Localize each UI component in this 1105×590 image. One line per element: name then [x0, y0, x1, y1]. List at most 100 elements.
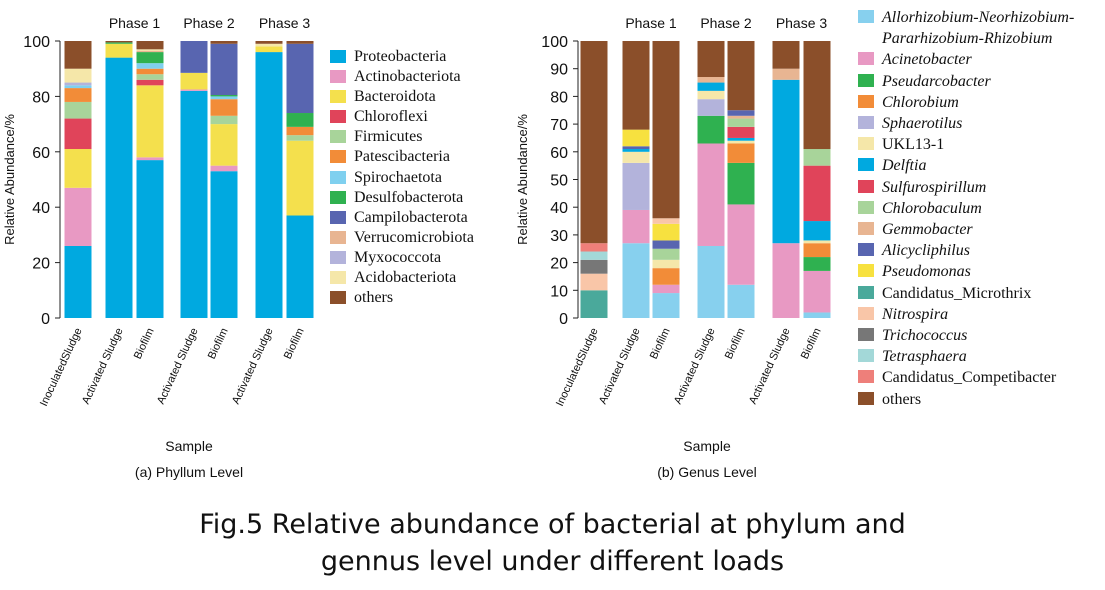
- bar-segment: [727, 143, 755, 163]
- bar-segment: [580, 259, 608, 274]
- bar-segment: [136, 49, 164, 51]
- legend-label: Myxococcota: [354, 248, 442, 266]
- bar-segment: [622, 162, 650, 210]
- y-tick-label: 60: [550, 145, 568, 162]
- legend-label: Chlorobaculum: [882, 199, 982, 217]
- legend-label: others: [354, 289, 394, 307]
- legend-item: Acinetobacter: [858, 49, 1100, 70]
- bar-segment: [727, 115, 755, 119]
- y-tick-label: 100: [541, 34, 568, 51]
- legend-swatch: [858, 328, 874, 342]
- bar-segment: [727, 126, 755, 138]
- legend-item: others: [858, 389, 1100, 410]
- legend-swatch: [330, 170, 346, 184]
- legend-label: Tetrasphaera: [882, 348, 967, 366]
- bar-segment: [652, 259, 680, 269]
- bar-segment: [697, 245, 725, 318]
- legend-label: Candidatus_Microthrix: [882, 284, 1032, 302]
- bar-segment: [727, 204, 755, 285]
- legend-swatch: [858, 285, 874, 299]
- legend-label: Acidobacteriota: [354, 269, 457, 287]
- legend-label: UKL13-1: [882, 136, 945, 154]
- bar-segment: [286, 215, 314, 318]
- legend-swatch: [858, 137, 874, 151]
- legend-swatch: [858, 306, 874, 320]
- bar-segment: [286, 135, 314, 141]
- legend-swatch: [858, 116, 874, 130]
- x-tick-label: Biofilm: [206, 326, 231, 361]
- bar-segment: [105, 42, 133, 44]
- legend-item: Candidatus_Competibacter: [858, 367, 1100, 388]
- x-tick-label: Biofilm: [723, 326, 748, 361]
- bar-segment: [652, 293, 680, 318]
- bar-segment: [803, 41, 831, 150]
- legend-label: Desulfobacterota: [354, 188, 464, 206]
- legend-item: Desulfobacterota: [330, 188, 529, 208]
- legend-item: Firmicutes: [330, 127, 529, 147]
- chart-subtitle: (b) Genus Level: [657, 464, 757, 480]
- legend-label: Spirochaetota: [354, 168, 442, 186]
- legend-swatch: [330, 210, 346, 224]
- y-tick-label: 40: [32, 200, 50, 217]
- legend-item: Sphaerotilus: [858, 113, 1100, 134]
- y-tick-label: 0: [41, 311, 50, 328]
- legend-label: Chloroflexi: [354, 108, 428, 126]
- bar-segment: [727, 162, 755, 205]
- bar-segment: [652, 41, 680, 219]
- x-tick-label: InoculatedSludge: [554, 326, 601, 408]
- bar-segment: [64, 68, 92, 83]
- bar-segment: [803, 165, 831, 222]
- bar-segment: [772, 79, 800, 244]
- bar-segment: [64, 101, 92, 119]
- legend-label: Allorhizobium-Neorhizobium-Pararhizobium…: [882, 9, 1075, 48]
- bar-segment: [772, 41, 800, 69]
- caption-line: gennus level under different loads: [320, 546, 785, 577]
- bar-segment: [697, 77, 725, 83]
- bar-segment: [136, 50, 164, 53]
- legend-item: Verrucomicrobiota: [330, 228, 529, 248]
- legend-item: Nitrospira: [858, 304, 1100, 325]
- bar-segment: [136, 157, 164, 161]
- y-tick-label: 20: [32, 256, 50, 273]
- x-tick-label: Activated Sludge: [155, 326, 201, 406]
- x-axis-title: Sample: [683, 438, 731, 454]
- bar-segment: [803, 312, 831, 318]
- x-tick-label: Biofilm: [799, 326, 824, 361]
- y-tick-label: 100: [23, 34, 50, 51]
- bar-segment: [727, 118, 755, 127]
- legend-item: Myxococcota: [330, 248, 529, 268]
- bar-segment: [286, 43, 314, 114]
- legend-label: Verrucomicrobiota: [354, 228, 474, 246]
- legend-swatch: [858, 200, 874, 214]
- legend-label: Acinetobacter: [882, 51, 972, 69]
- legend-item: Bacteroidota: [330, 87, 529, 107]
- y-tick-label: 0: [559, 311, 568, 328]
- bar-segment: [697, 115, 725, 144]
- x-tick-label: Activated Sludge: [597, 326, 643, 406]
- legend-swatch: [858, 10, 874, 23]
- phase-label: Phase 3: [776, 15, 828, 31]
- y-axis-title: Relative Abundance/%: [2, 114, 17, 245]
- bar-segment: [210, 43, 238, 96]
- bar-segment: [697, 41, 725, 78]
- bar-segment: [255, 52, 283, 319]
- legend-swatch: [858, 222, 874, 236]
- bar-segment: [210, 115, 238, 125]
- bar-segment: [210, 95, 238, 97]
- x-tick-label: Activated Sludge: [672, 326, 718, 406]
- legend-swatch: [330, 150, 346, 164]
- legend-label: Alicycliphilus: [882, 242, 970, 260]
- bar-segment: [727, 110, 755, 116]
- legend-label: others: [882, 390, 922, 408]
- bar-segment: [772, 68, 800, 80]
- legend-item: Trichococcus: [858, 325, 1100, 346]
- bar-segment: [105, 43, 133, 58]
- legend-swatch: [858, 370, 874, 384]
- legend-item: Allorhizobium-Neorhizobium-Pararhizobium…: [858, 7, 1100, 49]
- bar-segment: [697, 143, 725, 246]
- legend-swatch: [858, 349, 874, 363]
- phase-label: Phase 3: [259, 15, 311, 31]
- bar-segment: [622, 209, 650, 244]
- bar-segment: [697, 90, 725, 100]
